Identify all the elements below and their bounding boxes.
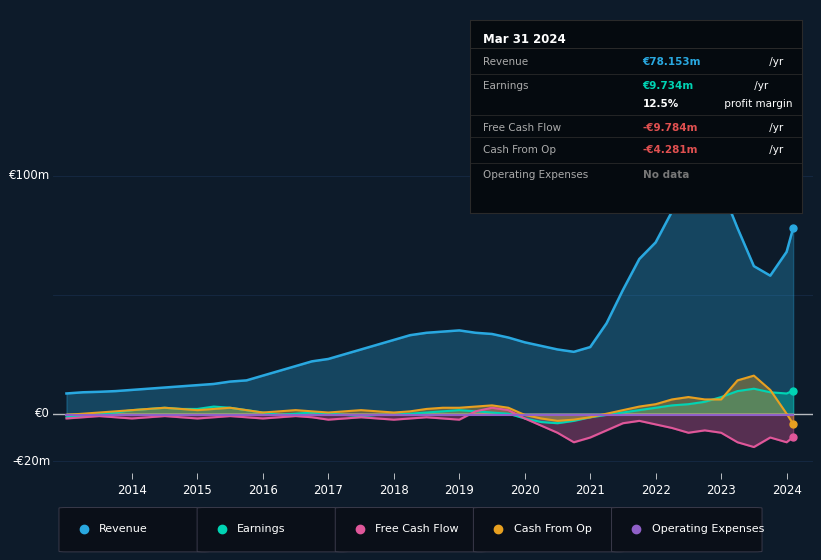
FancyBboxPatch shape xyxy=(474,507,624,552)
Text: Mar 31 2024: Mar 31 2024 xyxy=(483,33,566,46)
Text: €100m: €100m xyxy=(9,169,50,182)
Text: €9.734m: €9.734m xyxy=(643,81,694,91)
Text: /yr: /yr xyxy=(750,81,768,91)
Text: Operating Expenses: Operating Expenses xyxy=(483,170,588,180)
FancyBboxPatch shape xyxy=(197,507,347,552)
Text: /yr: /yr xyxy=(765,145,782,155)
Text: Free Cash Flow: Free Cash Flow xyxy=(483,123,561,133)
Text: -€4.281m: -€4.281m xyxy=(643,145,698,155)
Text: Operating Expenses: Operating Expenses xyxy=(652,524,764,534)
Text: Revenue: Revenue xyxy=(99,524,148,534)
Text: Earnings: Earnings xyxy=(483,81,529,91)
Text: /yr: /yr xyxy=(765,123,782,133)
Text: Earnings: Earnings xyxy=(237,524,286,534)
Text: €0: €0 xyxy=(35,407,50,420)
FancyBboxPatch shape xyxy=(59,507,209,552)
FancyBboxPatch shape xyxy=(335,507,486,552)
Text: Cash From Op: Cash From Op xyxy=(483,145,556,155)
Text: Cash From Op: Cash From Op xyxy=(513,524,591,534)
Text: /yr: /yr xyxy=(765,57,782,67)
Text: 12.5%: 12.5% xyxy=(643,99,679,109)
Text: -€9.784m: -€9.784m xyxy=(643,123,698,133)
Text: €78.153m: €78.153m xyxy=(643,57,701,67)
Text: -€20m: -€20m xyxy=(12,455,50,468)
Text: profit margin: profit margin xyxy=(721,99,792,109)
Text: No data: No data xyxy=(643,170,689,180)
FancyBboxPatch shape xyxy=(612,507,762,552)
Text: Free Cash Flow: Free Cash Flow xyxy=(375,524,459,534)
Text: Revenue: Revenue xyxy=(483,57,528,67)
